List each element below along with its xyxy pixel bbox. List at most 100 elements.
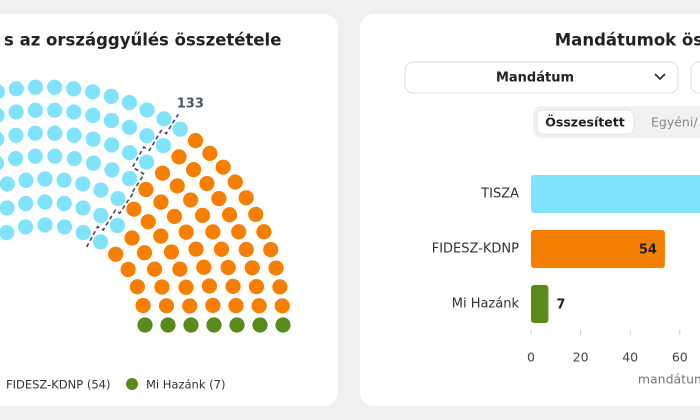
category-label: TISZA [480,187,519,202]
seat [18,195,34,212]
seat [85,107,101,123]
x-tick-label: 20 [573,350,589,365]
seat [139,102,155,118]
value-label: 54 [639,243,657,258]
seat [231,224,247,240]
seat [251,298,267,314]
seat [138,154,155,170]
seat [121,119,138,135]
seat [27,125,43,141]
seat [0,108,5,123]
seat [272,279,288,295]
legend-swatch [126,378,138,390]
dropdown-2[interactable] [690,61,700,94]
dropdown-label: Mandátum [496,71,574,86]
seat [172,121,188,137]
dropdown[interactable] [404,61,679,94]
seat [256,224,272,240]
seat [8,104,24,120]
x-tick-label: 40 [622,350,638,365]
plots: 133 FIDESZ-KDNP (54) Mi Hazánk (7) 0 20 40 60 m… [0,79,700,392]
seat [27,79,44,95]
tab-label: Egyéni/ [651,115,698,130]
seat [75,200,91,216]
seat [244,260,260,276]
seat [85,131,101,147]
seat [104,137,120,153]
seat [93,182,109,198]
seat [103,112,120,129]
seat [120,261,136,278]
seat [56,195,72,212]
seat [268,260,284,276]
seat [140,214,156,230]
seat [110,190,126,207]
seat [225,278,241,294]
seat [194,207,211,223]
chevron [654,73,666,81]
seat [0,84,5,99]
seat [135,297,151,314]
seat [85,155,102,171]
bar-title: Mandátumok összesítése [555,31,700,50]
seat [93,207,109,224]
majority-label: 133 [177,97,204,112]
category-label: FIDESZ-KDNP [432,242,519,257]
seat [201,278,218,294]
seat [252,317,268,333]
tab-label: Összesített [545,115,624,130]
seat [227,174,243,190]
seat [248,279,265,295]
seat [37,217,53,233]
seat [188,241,204,257]
seat [0,200,15,216]
seat [66,104,82,120]
legend-label: FIDESZ-KDNP (54) [6,378,110,392]
seat [238,241,254,258]
seat [215,159,231,175]
seat [196,259,212,275]
majority-line [86,113,180,248]
bar [531,285,549,323]
seat [202,145,218,161]
seat [103,88,119,104]
seat [154,279,170,295]
seat [66,150,82,167]
seat [92,234,109,250]
seat [17,219,34,235]
seat [185,161,202,178]
seat [18,172,34,188]
legend-label: Mi Hazánk (7) [146,378,225,392]
category-label: Mi Hazánk [452,297,520,312]
seat [138,181,154,198]
seat [56,219,73,235]
seat [153,228,169,244]
x-tick-label: 60 [672,350,688,365]
seat [155,137,172,154]
seat [187,133,204,149]
seat [205,224,221,240]
seat [37,171,53,187]
seat [206,317,222,333]
tab-active[interactable] [536,109,635,135]
seat [66,81,82,97]
seat [47,102,63,118]
seat [183,192,199,208]
seat [75,176,91,192]
seat [8,127,24,143]
seat [0,225,15,241]
seat [248,206,264,222]
seat [263,242,279,258]
seat [221,207,238,223]
seat [137,317,153,333]
seat [182,298,198,314]
seat [172,261,188,277]
seat [66,127,82,143]
bar [531,175,700,213]
parliament-title: s az országgyűlés összetétele [4,31,281,50]
seat [229,317,245,333]
seat [46,79,63,95]
seat [211,191,227,207]
seat [47,148,63,164]
